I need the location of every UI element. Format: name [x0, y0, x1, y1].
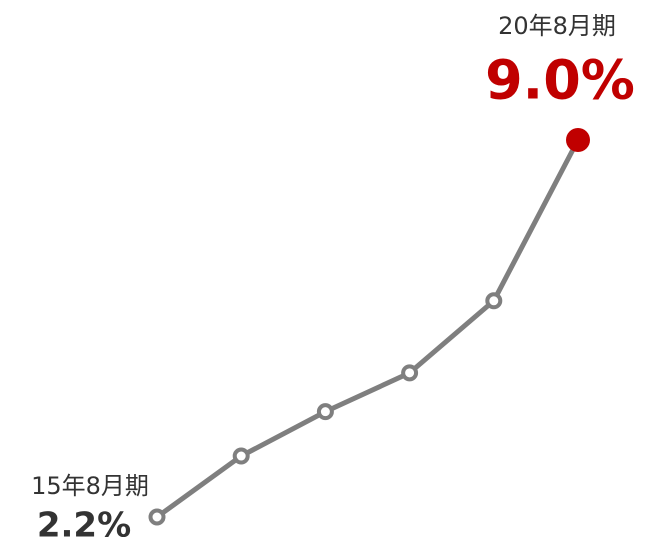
value-label: 9.0%: [485, 49, 635, 112]
point: [566, 128, 590, 152]
point: [401, 364, 419, 382]
point: [485, 292, 503, 310]
category-label: 20年8月期: [498, 12, 616, 40]
category-label: 15年8月期: [31, 472, 149, 500]
value-label: 2.2%: [37, 506, 131, 545]
point: [148, 508, 166, 526]
line: [155, 138, 581, 520]
point: [232, 447, 250, 465]
point: [316, 403, 334, 421]
